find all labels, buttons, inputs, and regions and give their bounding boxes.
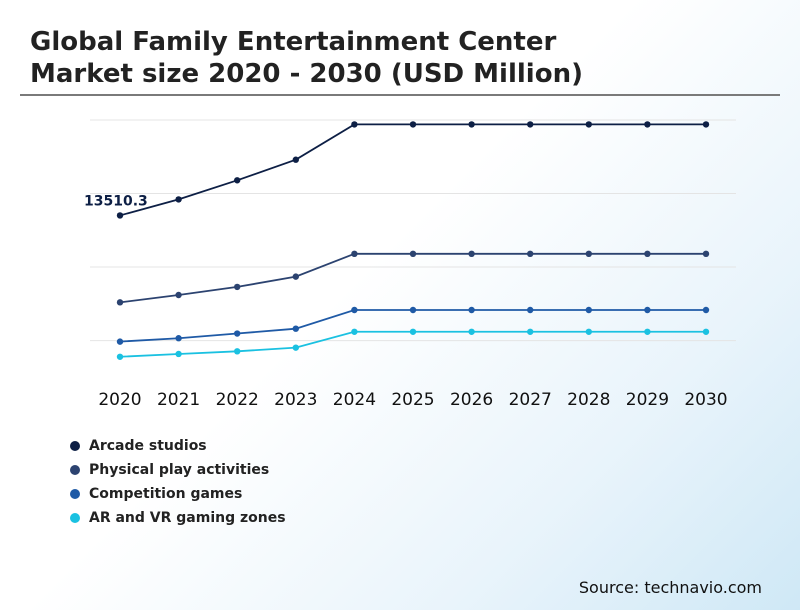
legend-item: Arcade studios bbox=[70, 434, 286, 458]
data-point bbox=[468, 306, 475, 314]
x-tick-label: 2020 bbox=[98, 390, 141, 410]
data-point bbox=[351, 328, 358, 335]
legend-label: AR and VR gaming zones bbox=[89, 510, 286, 526]
data-point bbox=[585, 250, 592, 258]
data-point bbox=[585, 121, 592, 128]
series-line-0 bbox=[119, 123, 706, 217]
data-point bbox=[409, 328, 417, 335]
chart-title: Global Family Entertainment Center Marke… bbox=[30, 26, 583, 90]
data-point bbox=[702, 250, 710, 258]
data-point bbox=[468, 328, 475, 335]
data-point bbox=[644, 250, 651, 258]
legend-label: Competition games bbox=[89, 486, 243, 502]
data-point bbox=[116, 212, 124, 219]
legend-marker bbox=[70, 513, 80, 523]
data-point bbox=[702, 121, 710, 128]
legend-label: Arcade studios bbox=[89, 438, 207, 454]
data-point bbox=[292, 273, 299, 280]
legend-item: Competition games bbox=[70, 482, 286, 506]
legend-marker bbox=[70, 489, 80, 499]
x-tick-label: 2025 bbox=[391, 390, 434, 410]
data-point bbox=[468, 121, 475, 128]
data-point bbox=[527, 306, 534, 314]
data-point bbox=[702, 328, 710, 335]
data-point bbox=[175, 196, 182, 203]
data-point bbox=[409, 250, 417, 258]
x-tick-label: 2028 bbox=[567, 390, 610, 410]
data-point bbox=[234, 177, 241, 184]
data-label: 13510.3 bbox=[84, 193, 148, 209]
chart-legend: Arcade studios Physical play activities Co… bbox=[70, 434, 286, 530]
x-tick-label: 2026 bbox=[450, 390, 493, 410]
data-point bbox=[351, 306, 358, 314]
x-tick-label: 2029 bbox=[626, 390, 669, 410]
data-point bbox=[116, 353, 124, 360]
series-line-2 bbox=[119, 309, 706, 343]
data-point bbox=[234, 283, 241, 291]
data-point bbox=[351, 250, 358, 258]
legend-item: Physical play activities bbox=[70, 458, 286, 482]
x-tick-label: 2023 bbox=[274, 390, 317, 410]
data-point bbox=[527, 328, 534, 335]
data-point bbox=[234, 330, 241, 337]
data-point bbox=[468, 250, 475, 258]
data-point bbox=[116, 299, 124, 306]
line-chart: 2020 2021 2022 2023 2024 2025 2026 2027 2028 2029… bbox=[84, 119, 736, 410]
x-tick-label: 2030 bbox=[684, 390, 727, 410]
data-point bbox=[585, 328, 592, 335]
data-point bbox=[351, 121, 358, 128]
data-point bbox=[409, 121, 417, 128]
data-point bbox=[234, 348, 241, 355]
data-point bbox=[644, 306, 651, 314]
chart-title-line-1: Global Family Entertainment Center bbox=[30, 27, 557, 57]
data-point bbox=[175, 350, 182, 358]
data-point bbox=[292, 325, 299, 332]
data-point bbox=[702, 306, 710, 314]
data-point bbox=[644, 328, 651, 335]
data-point bbox=[175, 291, 182, 299]
data-point bbox=[292, 344, 299, 351]
x-tick-label: 2022 bbox=[216, 390, 259, 410]
x-tick-label: 2024 bbox=[333, 390, 376, 410]
legend-label: Physical play activities bbox=[89, 462, 270, 478]
x-tick-label: 2021 bbox=[157, 390, 200, 410]
source-note: Source: technavio.com bbox=[578, 578, 762, 597]
x-tick-label: 2027 bbox=[509, 390, 552, 410]
legend-marker bbox=[70, 441, 80, 451]
data-point bbox=[644, 121, 651, 128]
chart-title-line-2: Market size 2020 - 2030 (USD Million) bbox=[30, 59, 583, 89]
series-line-1 bbox=[119, 252, 706, 304]
data-point bbox=[527, 250, 534, 258]
data-point bbox=[585, 306, 592, 314]
data-point bbox=[292, 156, 299, 163]
data-point bbox=[527, 121, 534, 128]
data-point bbox=[116, 338, 124, 345]
legend-item: AR and VR gaming zones bbox=[70, 506, 286, 530]
title-divider bbox=[20, 94, 780, 96]
data-point bbox=[409, 306, 417, 314]
legend-marker bbox=[70, 465, 80, 475]
data-point bbox=[175, 335, 182, 342]
